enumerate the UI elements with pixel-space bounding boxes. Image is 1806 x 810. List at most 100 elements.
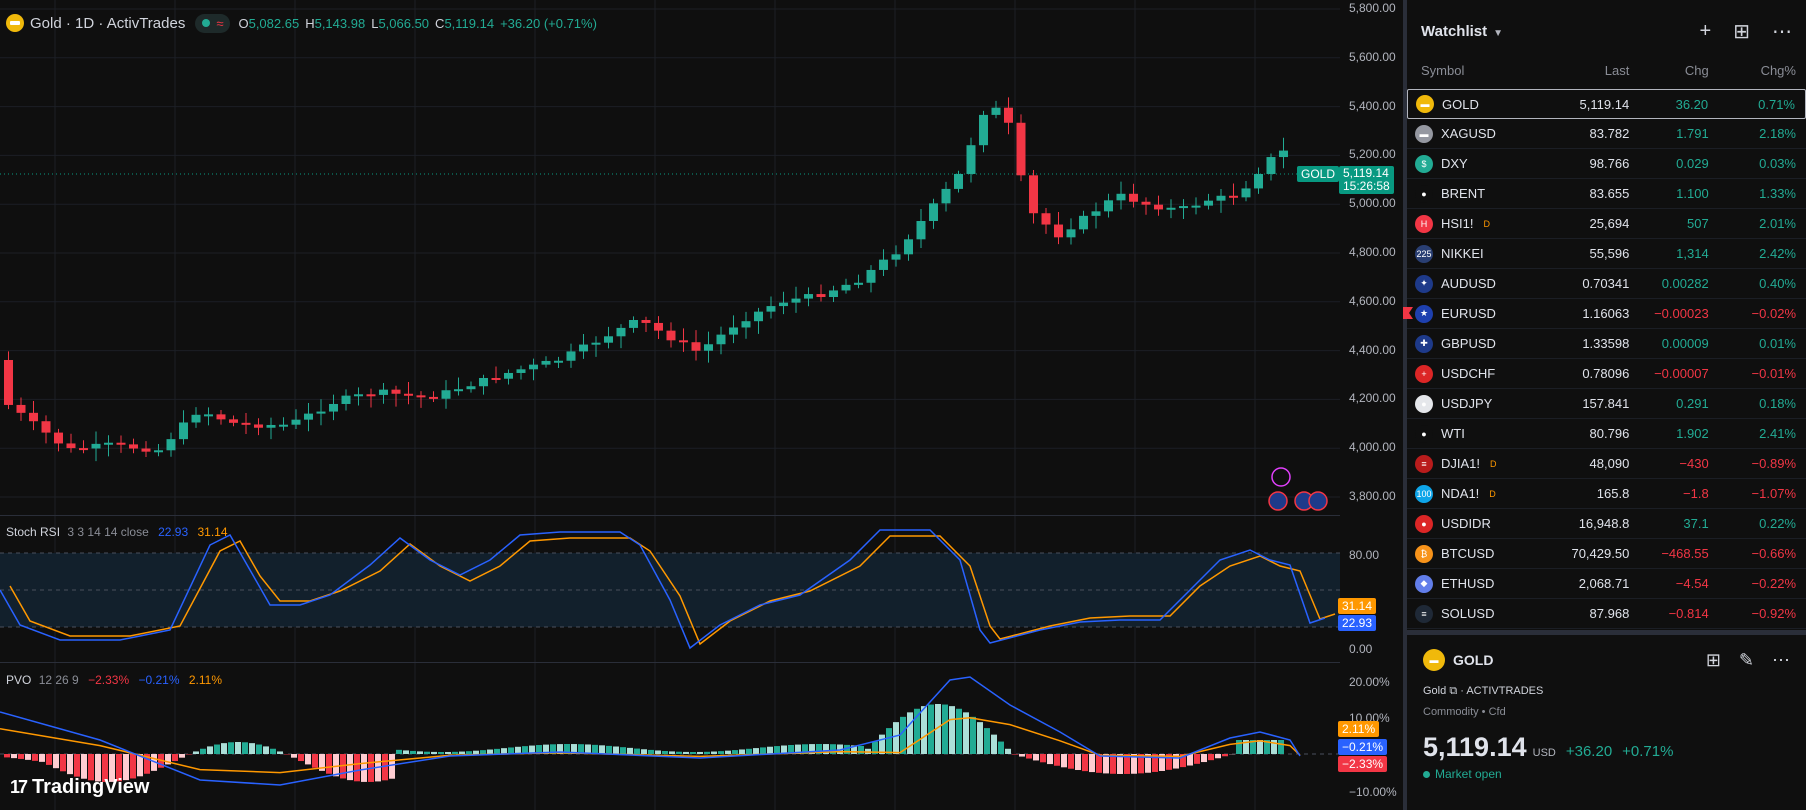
watchlist-row[interactable]: ◆ ETHUSD 2,068.71 −4.54 −0.22%	[1407, 569, 1806, 599]
watchlist-row[interactable]: ▬ XAGUSD 83.782 1.791 2.18%	[1407, 119, 1806, 149]
status-pill[interactable]: ≈	[195, 13, 231, 33]
pvo-histogram-bar	[501, 748, 507, 754]
watchlist-row[interactable]: ● USDJPY 157.841 0.291 0.18%	[1407, 389, 1806, 419]
candle-body	[1154, 204, 1163, 210]
pvo-name[interactable]: PVO	[6, 673, 32, 687]
pvo-histogram-bar	[893, 722, 899, 754]
watchlist-row[interactable]: ★ EURUSD 1.16063 −0.00023 −0.02%	[1403, 299, 1806, 329]
pvo-histogram-bar	[109, 754, 115, 782]
price-chart[interactable]	[0, 0, 1403, 810]
watchlist-row[interactable]: 225 NIKKEI 55,596 1,314 2.42%	[1407, 239, 1806, 269]
candle-body	[804, 294, 813, 299]
candle-body	[1104, 200, 1113, 212]
pvo-histogram-bar	[445, 751, 451, 754]
pvo-signal-value: 2.11%	[188, 673, 222, 687]
panel-separator[interactable]	[1407, 630, 1806, 635]
watchlist-row[interactable]: ≡ DJIA1! D 48,090 −430 −0.89%	[1407, 449, 1806, 479]
candle-body	[954, 173, 963, 189]
candle-body	[991, 107, 1001, 115]
chart-area[interactable]: Gold · 1D · ActivTrades ≈ O 5,082.65 H 5,1…	[0, 0, 1403, 810]
pvo-histogram-bar	[137, 754, 143, 777]
delayed-badge: D	[1490, 458, 1497, 469]
pvo-histogram-bar	[312, 754, 318, 768]
candle-body	[454, 389, 463, 392]
pvo-histogram-bar	[473, 750, 479, 754]
more-options-icon[interactable]: ⋯	[1772, 20, 1792, 43]
external-link-icon[interactable]: ⧉ ·	[1449, 685, 1467, 697]
watchlist-row[interactable]: ● USDIDR 16,948.8 37.1 0.22%	[1407, 509, 1806, 539]
watchlist-row[interactable]: ▬ GOLD 5,119.14 36.20 0.71%	[1407, 89, 1806, 119]
watchlist-row[interactable]: ● BRENT 83.655 1.100 1.33%	[1407, 179, 1806, 209]
pvo-histogram-bar	[991, 734, 997, 754]
edit-icon[interactable]: ✎	[1738, 649, 1754, 670]
add-symbol-icon[interactable]: +	[1699, 19, 1712, 42]
pvo-histogram-bar	[963, 712, 969, 754]
pvo-histogram-bar	[998, 741, 1004, 754]
close-key: C	[435, 15, 445, 31]
candle-body	[729, 327, 738, 335]
pvo-histogram-bar	[956, 708, 962, 754]
detail-category-name: Commodity	[1423, 706, 1479, 718]
row-last: 16,948.8	[1578, 516, 1630, 531]
pvo-histogram-bar	[466, 751, 472, 754]
stoch-name[interactable]: Stoch RSI	[6, 525, 61, 539]
chevron-down-icon: ▼	[1493, 27, 1504, 39]
pvo-histogram-bar	[228, 742, 234, 754]
pvo-histogram-bar	[851, 745, 857, 754]
candle-body	[979, 114, 988, 146]
more-options-icon[interactable]: ⋯	[1772, 649, 1790, 670]
pvo-histogram-bar	[424, 751, 430, 754]
grid-view-icon[interactable]: ⊞	[1705, 649, 1721, 670]
detail-symbol[interactable]: ▬ GOLD	[1423, 649, 1493, 671]
us-flag-event-icon	[1268, 491, 1288, 511]
col-chg[interactable]: Chg	[1684, 62, 1709, 78]
watchlist-header: Watchlist ▼ + ⊞ ⋯	[1407, 0, 1806, 62]
watchlist-column-headers: Symbol Last Chg Chg%	[1407, 62, 1806, 78]
watchlist-row[interactable]: ≡ SOLUSD 87.968 −0.814 −0.92%	[1407, 599, 1806, 629]
pvo-histogram-bar	[361, 754, 367, 782]
pvo-histogram-bar	[830, 744, 836, 754]
detail-full-name: Gold	[1423, 685, 1447, 697]
pvo-histogram-bar	[1159, 754, 1165, 771]
watchlist-title-text: Watchlist	[1421, 22, 1488, 40]
watchlist-row[interactable]: ● WTI 80.796 1.902 2.41%	[1407, 419, 1806, 449]
pvo-histogram-bar	[753, 748, 759, 754]
pvo-histogram-bar	[1257, 740, 1263, 754]
row-last: 157.841	[1582, 396, 1630, 411]
advanced-view-icon[interactable]: ⊞	[1733, 20, 1750, 43]
last-price-symbol-tag: GOLD	[1297, 166, 1340, 182]
row-last: 83.655	[1589, 186, 1630, 201]
watchlist-row[interactable]: + USDCHF 0.78096 −0.00007 −0.01%	[1407, 359, 1806, 389]
candle-body	[1066, 229, 1076, 238]
col-chg-pct[interactable]: Chg%	[1760, 62, 1796, 78]
symbol-title[interactable]: Gold · 1D · ActivTrades	[30, 14, 186, 32]
watchlist-title[interactable]: Watchlist ▼	[1421, 23, 1503, 40]
pvo-histogram-bar	[1012, 754, 1018, 755]
stoch-d-tag: 31.14	[1338, 598, 1377, 614]
pane-divider-stoch[interactable]	[0, 515, 1340, 516]
pane-divider-pvo[interactable]	[0, 662, 1340, 663]
watchlist-row[interactable]: ₿ BTCUSD 70,429.50 −468.55 −0.66%	[1407, 539, 1806, 569]
col-symbol[interactable]: Symbol	[1421, 62, 1465, 78]
row-symbol: 100 NDA1! D	[1415, 484, 1534, 503]
col-last[interactable]: Last	[1604, 62, 1630, 78]
candle-body	[241, 422, 251, 425]
watchlist-row[interactable]: ✚ GBPUSD 1.33598 0.00009 0.01%	[1407, 329, 1806, 359]
candle-body	[1029, 175, 1038, 214]
watchlist-row[interactable]: H HSI1! D 25,694 507 2.01%	[1407, 209, 1806, 239]
row-chg: −430	[1679, 456, 1709, 471]
watchlist-row[interactable]: 100 NDA1! D 165.8 −1.8 −1.07%	[1407, 479, 1806, 509]
pvo-hist-tag: −2.33%	[1338, 756, 1388, 772]
red-flag-icon[interactable]	[1403, 307, 1413, 319]
tradingview-logo[interactable]: 17 TradingView	[10, 776, 149, 799]
pvo-histogram-bar	[1222, 754, 1228, 757]
watchlist-row[interactable]: ✦ AUDUSD 0.70341 0.00282 0.40%	[1407, 269, 1806, 299]
candle-body	[391, 389, 401, 394]
detail-exchange[interactable]: ACTIVTRADES	[1466, 685, 1544, 697]
aud-flag-icon: ✦	[1415, 274, 1433, 293]
pvo-histogram-bar	[1054, 754, 1060, 766]
detail-category: Commodity • Cfd	[1423, 706, 1506, 718]
pvo-histogram-bar	[256, 744, 262, 754]
watchlist-row[interactable]: $ DXY 98.766 0.029 0.03%	[1407, 149, 1806, 179]
lightning-event-icon	[1271, 467, 1291, 487]
